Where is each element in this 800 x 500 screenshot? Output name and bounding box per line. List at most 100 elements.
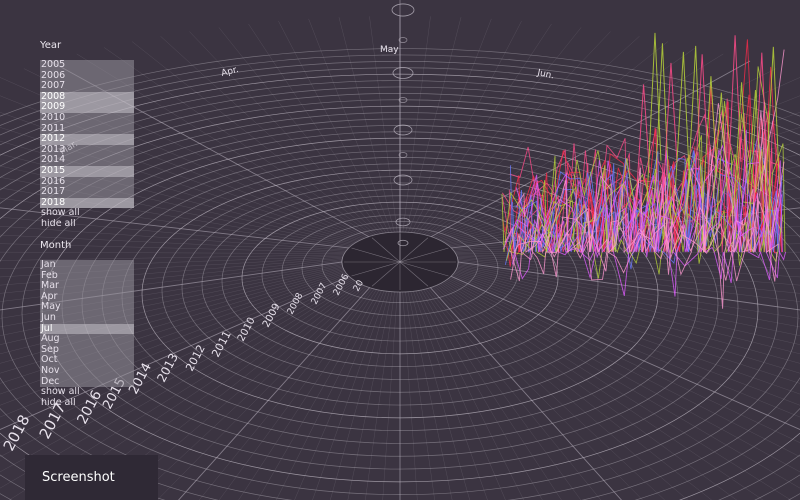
center-spoke — [399, 237, 429, 263]
year-option-2012[interactable]: 2012 — [40, 134, 134, 145]
grid-spoke — [424, 47, 696, 237]
grid-spoke — [312, 289, 388, 500]
grid-spoke — [278, 20, 391, 235]
year-option-2015[interactable]: 2015 — [40, 165, 134, 177]
month-filter-panel: Month Jan Feb Mar Apr May Jun Jul Aug Sep Oct Nov D… — [40, 240, 134, 408]
grid-spoke — [414, 27, 582, 236]
grid-spoke — [456, 254, 800, 261]
month-option-feb[interactable]: Feb — [40, 270, 134, 282]
grid-spoke — [178, 285, 372, 500]
month-option-jan[interactable]: Jan — [40, 260, 134, 271]
center-spoke — [399, 261, 449, 277]
month-option-mar[interactable]: Mar — [40, 281, 134, 292]
data-spike — [764, 46, 780, 191]
year-show-all-button[interactable]: show all — [41, 208, 80, 219]
month-option-jun[interactable]: Jun — [40, 312, 134, 324]
data-series-line — [510, 102, 779, 281]
year-option-2006[interactable]: 2006 — [40, 70, 134, 82]
grid-spoke — [0, 127, 361, 242]
year-option-2013[interactable]: 2013 — [40, 144, 134, 156]
center-spoke — [351, 247, 401, 263]
grid-spoke — [417, 288, 525, 500]
axis-marker-ring — [397, 239, 409, 247]
grid-spoke — [412, 289, 488, 500]
month-option-oct[interactable]: Oct — [40, 355, 134, 366]
month-axis-label: May — [380, 45, 399, 55]
month-option-jul[interactable]: Jul — [40, 323, 134, 335]
grid-spoke — [435, 283, 688, 500]
grid-spoke — [382, 289, 398, 500]
grid-spoke — [189, 31, 383, 236]
year-ring-label: 20 — [352, 278, 366, 293]
grid-spoke — [63, 282, 361, 500]
axis-marker-dot — [398, 37, 408, 43]
axis-marker-ring — [391, 3, 415, 17]
grid-spoke — [0, 268, 345, 364]
grid-spoke — [0, 234, 347, 252]
center-spoke — [399, 261, 429, 287]
year-option-2017[interactable]: 2017 — [40, 187, 134, 198]
month-option-apr[interactable]: Apr — [40, 291, 134, 303]
data-spike — [635, 84, 651, 209]
grid-spoke — [419, 288, 543, 500]
grid-spoke — [457, 259, 800, 294]
year-hide-all-button[interactable]: hide all — [41, 218, 76, 229]
month-show-all-button[interactable]: show all — [41, 387, 80, 398]
grid-spoke — [452, 273, 800, 406]
data-spike — [733, 82, 749, 208]
grid-spoke — [238, 287, 379, 500]
grid-spoke — [457, 264, 800, 328]
grid-spoke — [457, 261, 800, 311]
year-option-2007[interactable]: 2007 — [40, 81, 134, 92]
grid-spoke — [451, 274, 800, 418]
data-series-line — [508, 66, 784, 263]
month-option-dec[interactable]: Dec — [40, 376, 134, 388]
month-option-nov[interactable]: Nov — [40, 365, 134, 377]
grid-spoke — [457, 262, 800, 319]
grid-spoke — [454, 271, 800, 384]
grid-spoke — [0, 262, 343, 319]
grid-spoke — [455, 270, 800, 374]
grid-spoke — [330, 289, 391, 500]
grid-spoke — [0, 112, 363, 241]
axis-marker-ring — [392, 67, 414, 79]
data-spike — [662, 62, 678, 199]
year-option-2005[interactable]: 2005 — [40, 60, 134, 71]
grid-spoke — [457, 260, 800, 302]
year-option-2008[interactable]: 2008 — [40, 91, 134, 103]
grid-spoke — [0, 274, 349, 418]
year-option-2016[interactable]: 2016 — [40, 176, 134, 188]
grid-spoke — [426, 53, 724, 238]
grid-spoke — [450, 275, 800, 430]
grid-spoke — [0, 258, 343, 286]
screenshot-button[interactable]: Screenshot — [25, 455, 158, 500]
month-hide-all-button[interactable]: hide all — [41, 397, 76, 408]
grid-spoke — [409, 289, 470, 500]
month-option-may[interactable]: May — [40, 302, 134, 313]
data-spike — [693, 54, 709, 202]
year-option-2018[interactable]: 2018 — [40, 197, 134, 209]
data-series-line — [517, 39, 782, 253]
grid-spoke — [428, 60, 751, 239]
month-axis-label: Jun. — [535, 68, 555, 82]
grid-spoke — [0, 261, 343, 311]
data-spike — [712, 92, 728, 199]
grid-spoke — [439, 282, 737, 500]
grid-spoke — [448, 276, 800, 443]
grid-spoke — [218, 287, 376, 500]
grid-spoke — [414, 288, 506, 500]
grid-spoke — [198, 286, 374, 500]
year-option-2009[interactable]: 2009 — [40, 102, 134, 113]
month-option-sep[interactable]: Sep — [40, 344, 134, 356]
year-option-2014[interactable]: 2014 — [40, 155, 134, 166]
month-option-aug[interactable]: Aug — [40, 334, 134, 345]
grid-spoke — [419, 36, 640, 237]
year-option-2010[interactable]: 2010 — [40, 112, 134, 124]
data-spike — [702, 76, 718, 204]
year-option-2011[interactable]: 2011 — [40, 123, 134, 135]
grid-spoke — [134, 284, 367, 500]
year-ring-label: 2009 — [261, 302, 283, 330]
year-panel-title: Year — [40, 40, 62, 51]
